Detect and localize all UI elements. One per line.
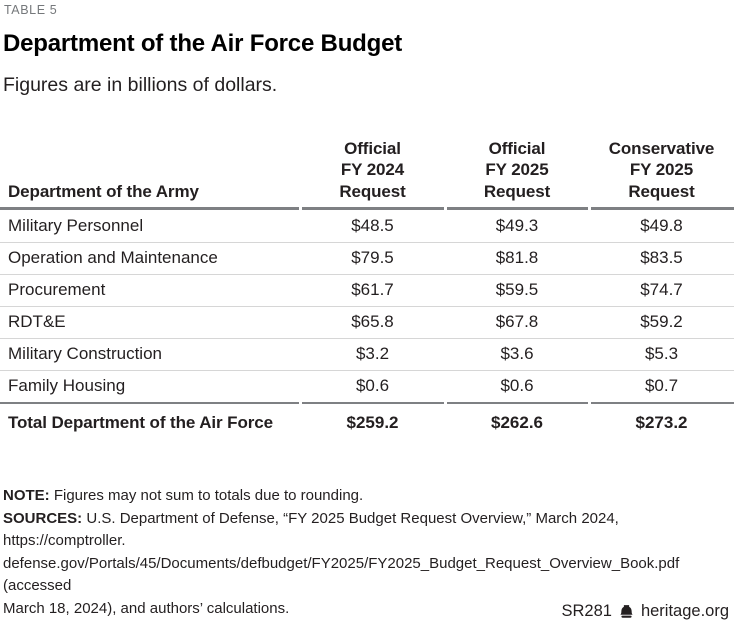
column-header-official-fy2025: Official FY 2025 Request	[483, 138, 551, 201]
column-header-conservative-fy2025: Conservative FY 2025 Request	[608, 138, 715, 201]
table-number-label: TABLE 5	[4, 3, 58, 17]
total-divider-rule	[0, 401, 734, 404]
notes-block: NOTE: Figures may not sum to totals due …	[3, 485, 734, 620]
note-line: NOTE: Figures may not sum to totals due …	[3, 487, 364, 504]
header-divider-rule	[0, 207, 734, 210]
sources-line-2: defense.gov/Portals/45/Documents/defbudg…	[3, 554, 680, 595]
table-row: Family Housing $0.6 $0.6 $0.7	[0, 369, 734, 402]
table-header-row: Department of the Army Official FY 2024 …	[0, 106, 734, 207]
sources-line-1: SOURCES: U.S. Department of Defense, “FY…	[3, 509, 619, 550]
page-subtitle: Figures are in billions of dollars.	[3, 74, 278, 96]
table-row: Procurement $61.7 $59.5 $74.7	[0, 273, 734, 306]
table-row: RDT&E $65.8 $67.8 $59.2	[0, 305, 734, 338]
site-domain: heritage.org	[640, 602, 729, 620]
sources-line-3: March 18, 2024), and authors’ calculatio…	[3, 599, 290, 617]
table-row: Military Construction $3.2 $3.6 $5.3	[0, 337, 734, 370]
table-total-row: Total Department of the Air Force $259.2…	[8, 412, 688, 432]
footer: SR281 heritage.org	[561, 602, 729, 621]
sources-label: SOURCES:	[3, 509, 83, 527]
table-row: Operation and Maintenance $79.5 $81.8 $8…	[0, 241, 734, 274]
row-header-label: Department of the Army	[8, 182, 199, 201]
table-row: Military Personnel $48.5 $49.3 $49.8	[8, 215, 683, 235]
column-header-official-fy2024: Official FY 2024 Request	[339, 138, 406, 201]
note-label: NOTE:	[3, 487, 50, 504]
report-id: SR281	[561, 602, 612, 620]
page-title: Department of the Air Force Budget	[3, 30, 403, 57]
liberty-bell-icon	[619, 604, 634, 619]
